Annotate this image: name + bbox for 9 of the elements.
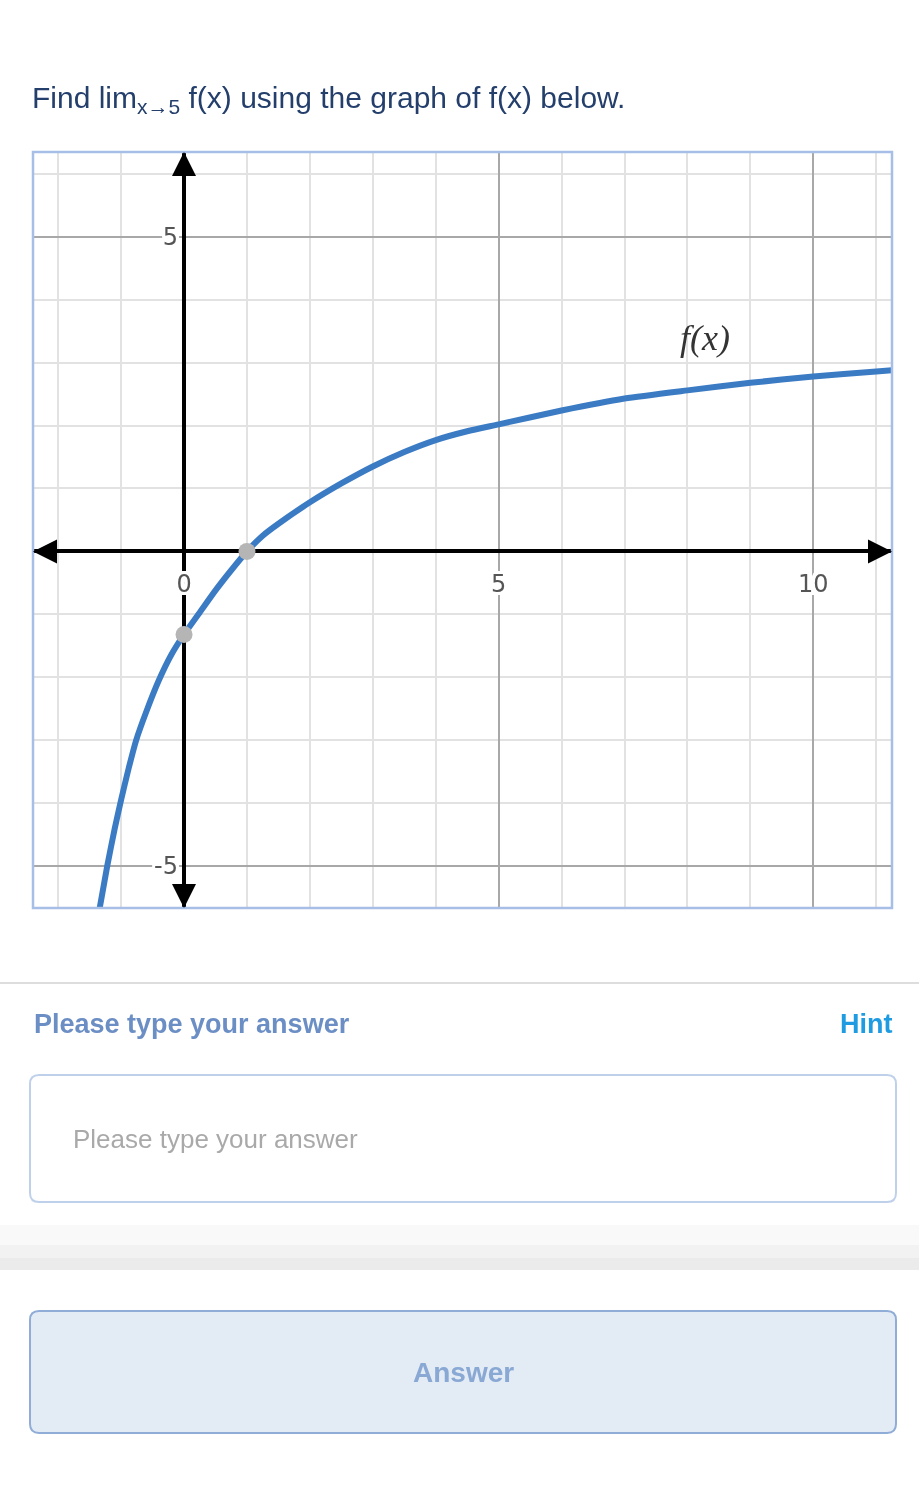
series-label: f(x): [680, 318, 730, 358]
chart-title: Find lim$_{x→5}$ f(x) using the graph of f(x) below.: [32, 80, 626, 118]
text: Please type your answer: [34, 1009, 350, 1039]
x-tick-label: 5: [491, 570, 507, 599]
text: Answer: [413, 1357, 515, 1388]
text: Hint: [840, 1009, 893, 1039]
text: Please type your answer: [73, 1124, 359, 1154]
x-tick-label: 10: [798, 570, 829, 599]
y-tick-label: -5: [154, 852, 179, 881]
